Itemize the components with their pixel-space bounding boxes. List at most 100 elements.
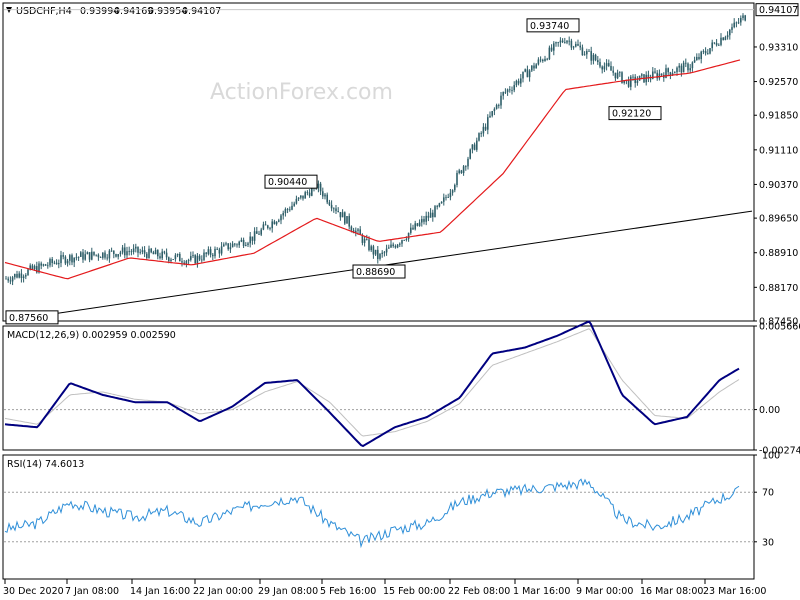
candle-body	[632, 76, 634, 78]
candle-body	[515, 80, 518, 86]
candle-body	[502, 92, 504, 96]
watermark: ActionForex.com	[210, 80, 393, 105]
candle-body	[328, 202, 331, 205]
candle-body	[436, 206, 438, 208]
candle-body	[372, 246, 375, 255]
candle-body	[128, 251, 130, 252]
candle-body	[489, 115, 491, 118]
candle-body	[275, 221, 278, 225]
candle-body	[674, 72, 676, 74]
candle-body	[597, 60, 599, 63]
candle-body	[102, 252, 104, 258]
candle-body	[110, 250, 113, 252]
candle-body	[381, 252, 383, 254]
candle-body	[126, 251, 128, 256]
candle-body	[181, 261, 183, 263]
candle-body	[143, 250, 146, 254]
candle-body	[337, 211, 339, 213]
candle-body	[418, 222, 421, 226]
candle-body	[198, 255, 201, 260]
candle-body	[410, 227, 412, 233]
price-annotation-box	[264, 174, 318, 189]
candle-body	[205, 252, 207, 254]
candle-body	[289, 209, 291, 211]
price-annotation-text: 0.87560	[9, 313, 48, 324]
candle-body	[225, 243, 227, 245]
candle-body	[520, 78, 522, 84]
price-annotation-text: 0.88690	[356, 267, 395, 278]
current-price-box	[755, 3, 799, 17]
candle-body	[610, 65, 612, 71]
candle-body	[742, 15, 744, 19]
candle-body	[500, 95, 502, 106]
candle-body	[192, 255, 194, 257]
candle-body	[550, 47, 553, 51]
candle-body	[394, 246, 397, 248]
candle-body	[212, 254, 214, 257]
candle-body	[405, 238, 408, 240]
rsi-pane: RSI(14) 74.6013	[2, 454, 755, 580]
candle-body	[148, 248, 150, 259]
price-tick-label: 0.88910	[759, 248, 798, 259]
candle-body	[445, 197, 447, 199]
candle-body	[278, 220, 280, 222]
candle-body	[559, 40, 562, 43]
candle-body	[590, 51, 592, 61]
time-tick-label: 1 Mar 16:00	[513, 586, 570, 597]
candle-body	[249, 236, 251, 244]
candle-body	[586, 51, 588, 55]
candle-body	[234, 243, 236, 245]
candle-body	[671, 73, 674, 76]
candle-body	[434, 206, 436, 218]
candle-body	[194, 255, 196, 264]
time-tick-label: 30 Dec 2020	[3, 586, 64, 597]
candle-body	[579, 45, 581, 48]
candle-body	[93, 251, 95, 255]
candle-body	[304, 192, 306, 199]
price-annotation-box	[526, 18, 580, 33]
candle-body	[627, 79, 630, 87]
candle-body	[555, 42, 557, 44]
candle-body	[179, 253, 181, 262]
candle-body	[689, 68, 691, 71]
candle-body	[64, 256, 67, 264]
candle-body	[469, 149, 471, 159]
candle-body	[170, 259, 172, 262]
macd-tick-label: 0.005666	[759, 322, 800, 333]
candle-body	[9, 280, 12, 282]
price-pane: ActionForex.com USDCHF,H4 0.93994 0.9416…	[2, 2, 755, 325]
candle-body	[416, 223, 419, 226]
candle-body	[267, 225, 269, 229]
candle-body	[286, 209, 289, 210]
candle-body	[284, 209, 287, 214]
candle-body	[522, 71, 524, 79]
candle-body	[297, 197, 300, 199]
candle-body	[630, 76, 632, 87]
candle-body	[412, 227, 414, 230]
candle-body	[546, 58, 548, 60]
candle-body	[247, 243, 249, 246]
candle-body	[348, 216, 350, 227]
candle-body	[660, 73, 663, 75]
candle-body	[97, 254, 100, 258]
close-value: 0.94107	[182, 6, 221, 17]
candle-body	[388, 247, 390, 249]
price-axis: 0.94107 0.93310 0.92570 0.91850 0.91110 0.903…	[4, 3, 799, 328]
candle-body	[187, 259, 190, 261]
candle-body	[73, 257, 75, 263]
candle-body	[691, 62, 694, 69]
candle-body	[407, 232, 410, 239]
candle-body	[599, 62, 601, 67]
candle-body	[302, 195, 304, 199]
candle-body	[737, 22, 740, 24]
candle-body	[517, 80, 520, 84]
time-tick-label: 9 Mar 00:00	[576, 586, 633, 597]
macd-pane: MACD(12,26,9) 0.002959 0.002590	[2, 320, 755, 451]
candle-body	[242, 239, 245, 246]
candle-body	[581, 47, 584, 56]
candle-body	[539, 59, 542, 61]
candle-body	[80, 252, 82, 257]
candle-body	[715, 42, 718, 46]
candle-body	[491, 111, 493, 116]
